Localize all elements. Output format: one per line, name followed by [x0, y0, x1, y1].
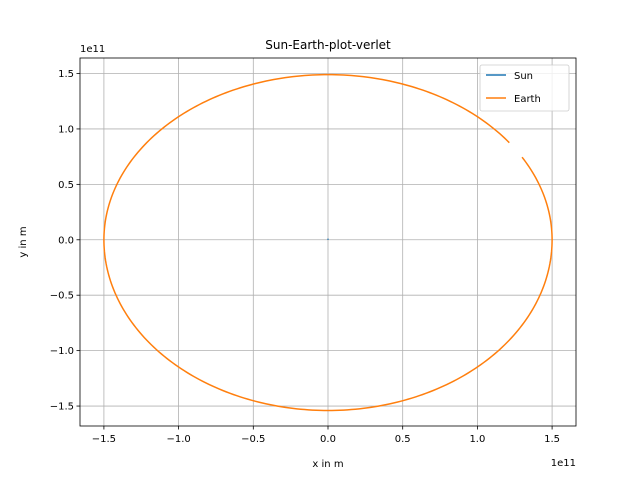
x-tick-label: 0.0	[320, 434, 336, 445]
x-tick-label: −1.5	[92, 434, 116, 445]
y-tick-label: 1.5	[58, 69, 74, 80]
y-tick-label: 1.0	[58, 124, 74, 135]
x-tick-label: 1.5	[544, 434, 560, 445]
y-tick-label: −1.0	[50, 346, 74, 357]
y-offset-label: 1e11	[80, 44, 105, 55]
axis-ticks: −1.5 −1.0 −0.5 0.0 0.5 1.0 1.5 −1.5 −1.0 −0.5 0.0 0…	[50, 69, 560, 445]
x-tick-label: 0.5	[395, 434, 411, 445]
chart-title: Sun-Earth-plot-verlet	[265, 38, 391, 52]
legend: Sun Earth	[479, 64, 570, 112]
series-earth-line	[103, 73, 553, 412]
y-tick-label: 0.0	[58, 235, 74, 246]
legend-box	[479, 64, 570, 112]
x-tick-label: −0.5	[241, 434, 265, 445]
legend-label-earth: Earth	[514, 94, 541, 105]
y-axis-label: y in m	[18, 226, 29, 257]
plot-series	[103, 73, 553, 412]
legend-label-sun: Sun	[514, 71, 533, 82]
x-offset-label: 1e11	[551, 458, 576, 469]
y-tick-label: −1.5	[50, 402, 74, 413]
x-tick-label: 1.0	[469, 434, 485, 445]
y-tick-label: −0.5	[50, 291, 74, 302]
x-axis-label: x in m	[312, 459, 343, 470]
x-tick-label: −1.0	[166, 434, 190, 445]
y-tick-label: 0.5	[58, 180, 74, 191]
